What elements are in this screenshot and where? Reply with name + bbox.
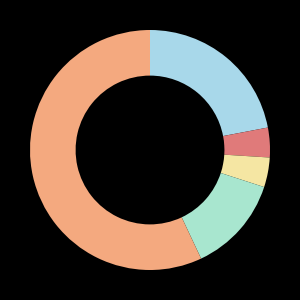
Wedge shape [150,30,268,136]
Wedge shape [221,155,270,187]
Wedge shape [30,30,201,270]
Wedge shape [182,173,264,259]
Wedge shape [223,128,270,158]
